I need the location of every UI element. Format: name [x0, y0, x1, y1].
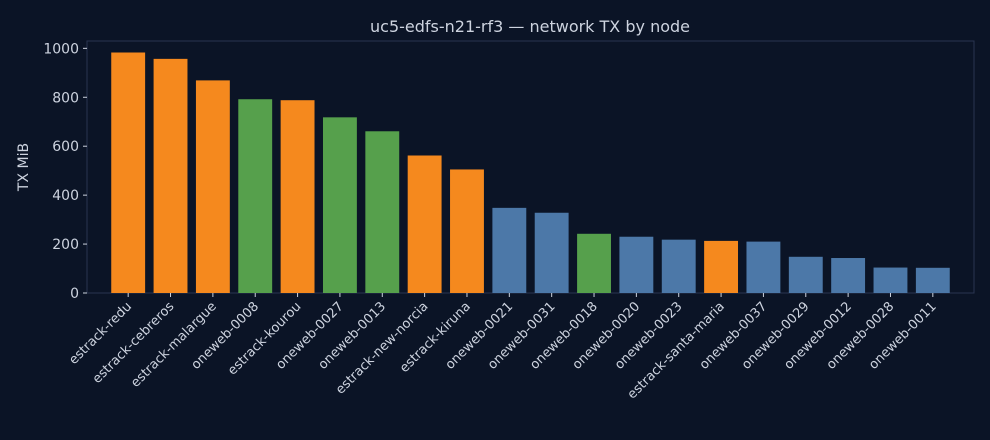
- bar-oneweb-0012: [831, 258, 866, 293]
- y-axis: 0 200 400 600 800 1000: [43, 41, 87, 302]
- bar-oneweb-0031: [534, 212, 569, 293]
- bar-oneweb-0008: [238, 99, 273, 293]
- bar-estrack-cebreros: [153, 58, 188, 293]
- y-tick-label: 0: [70, 286, 79, 302]
- bar-oneweb-0020: [619, 236, 654, 293]
- x-axis: estrack-reduestrack-cebrerosestrack-mala…: [66, 293, 940, 402]
- chart-title: uc5-edfs-n21-rf3 — network TX by node: [370, 17, 690, 36]
- bar-oneweb-0029: [788, 256, 823, 293]
- bar-estrack-kiruna: [450, 169, 484, 293]
- bar-oneweb-0018: [577, 233, 611, 293]
- bar-estrack-kourou: [280, 100, 315, 294]
- bar-oneweb-0027: [322, 117, 357, 293]
- x-tick-label: estrack-kourou: [225, 299, 304, 378]
- bar-estrack-redu: [111, 52, 146, 293]
- bar-oneweb-0013: [365, 131, 400, 293]
- bar-oneweb-0011: [915, 267, 950, 293]
- y-tick-label: 400: [52, 188, 79, 204]
- y-axis-label: TX MiB: [16, 143, 32, 192]
- bar-estrack-new-norcia: [407, 155, 442, 293]
- y-tick-label: 1000: [43, 41, 79, 57]
- bars-group: [111, 52, 950, 294]
- bar-estrack-santa-maria: [704, 240, 739, 293]
- y-tick-label: 600: [52, 139, 79, 155]
- bar-oneweb-0028: [873, 267, 908, 293]
- bar-oneweb-0023: [661, 239, 696, 293]
- bar-oneweb-0021: [492, 207, 527, 293]
- bar-oneweb-0037: [746, 241, 781, 293]
- y-tick-label: 200: [52, 237, 79, 253]
- plot-area: [86, 40, 975, 294]
- bar-estrack-malargue: [195, 80, 230, 293]
- y-tick-label: 800: [52, 90, 79, 106]
